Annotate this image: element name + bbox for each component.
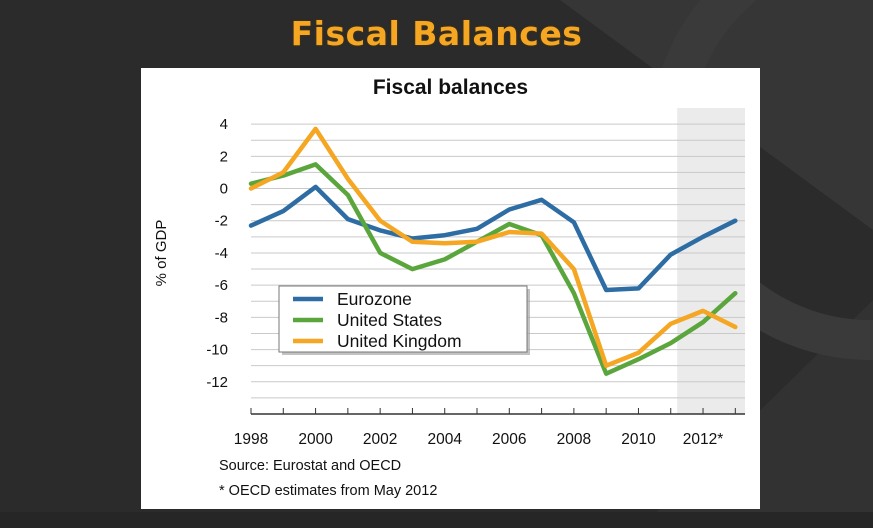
x-tick-label: 2000 bbox=[298, 431, 333, 448]
series-line-eurozone bbox=[248, 184, 738, 293]
x-tick-label: 2008 bbox=[557, 431, 591, 448]
y-tick-label: -10 bbox=[206, 342, 228, 359]
y-tick-label: -6 bbox=[215, 277, 228, 294]
x-tick-label: 2002 bbox=[363, 431, 397, 448]
y-tick-label: -8 bbox=[215, 309, 228, 326]
legend-label: United States bbox=[337, 310, 442, 330]
x-tick-label: 2012* bbox=[683, 431, 724, 448]
x-tick-label: 1998 bbox=[234, 431, 268, 448]
y-axis-label: % of GDP bbox=[153, 220, 170, 287]
slide-title: Fiscal Balances bbox=[290, 14, 583, 53]
chart-title: Fiscal balances bbox=[372, 76, 529, 99]
y-tick-label: -2 bbox=[215, 213, 228, 230]
y-tick-label: 4 bbox=[220, 116, 228, 133]
series-line-united-kingdom bbox=[248, 126, 738, 368]
x-tick-label: 2004 bbox=[427, 431, 462, 448]
estimate-note: * OECD estimates from May 2012 bbox=[219, 483, 438, 499]
y-tick-label: -4 bbox=[215, 245, 228, 262]
x-tick-label: 2006 bbox=[492, 431, 526, 448]
y-tick-label: -12 bbox=[206, 374, 228, 391]
chart-card: 4 2 0 -2 -4 -6 -8 -10 -12 1998 2000 2002 2004 2006 200… bbox=[141, 68, 760, 509]
x-tick-label: 2010 bbox=[621, 431, 656, 448]
legend-label: United Kingdom bbox=[337, 331, 462, 351]
y-tick-label: 0 bbox=[220, 181, 228, 198]
legend-label: Eurozone bbox=[337, 289, 412, 309]
estimate-shaded-region bbox=[677, 108, 745, 414]
fiscal-balance-chart: 4 2 0 -2 -4 -6 -8 -10 -12 1998 2000 2002 2004 2006 200… bbox=[153, 108, 745, 448]
source-note: Source: Eurostat and OECD bbox=[219, 458, 402, 474]
series-line-united-states bbox=[248, 162, 738, 376]
y-tick-label: 2 bbox=[220, 148, 228, 165]
